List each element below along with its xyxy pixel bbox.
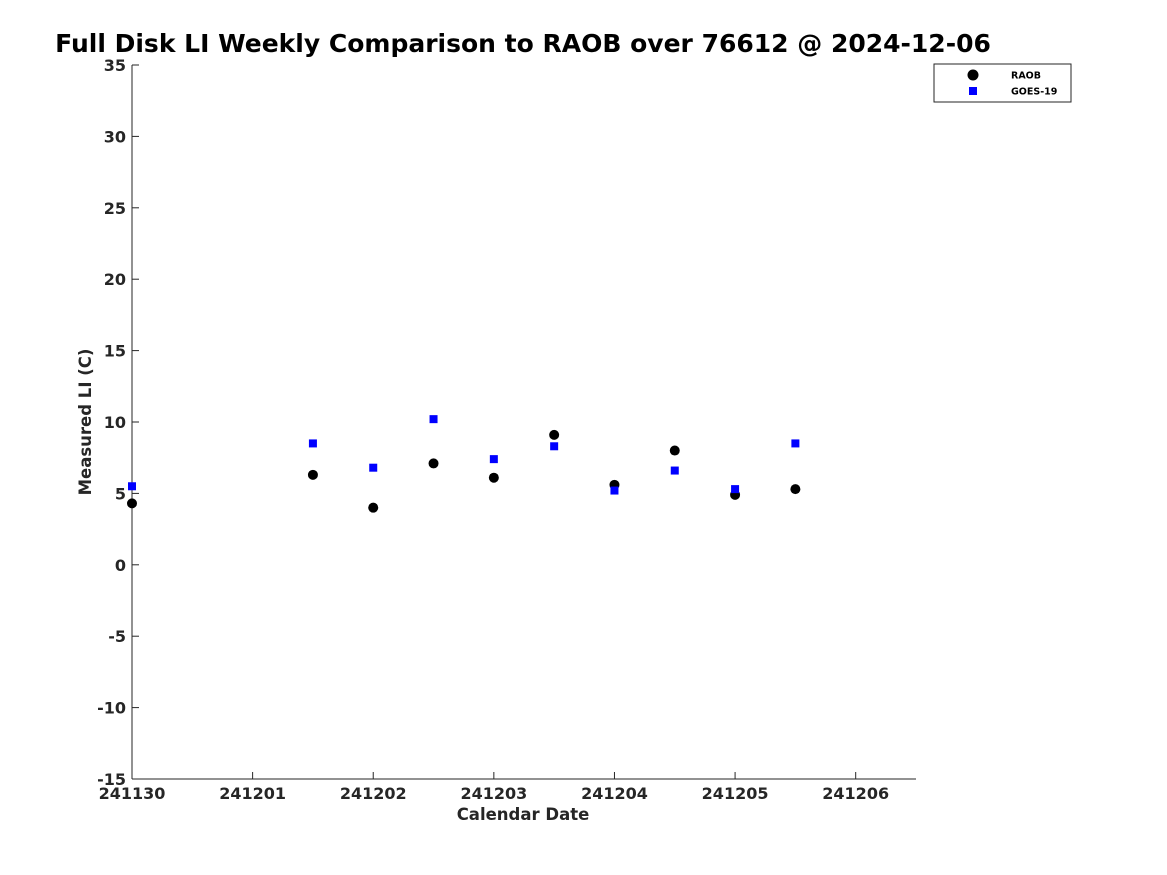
y-tick-label: 25 — [104, 199, 126, 218]
x-axis-label: Calendar Date — [457, 805, 590, 824]
data-series — [127, 415, 801, 513]
y-tick-label: -5 — [108, 627, 126, 646]
goes-point — [308, 439, 317, 448]
goes-point — [489, 455, 498, 464]
raob-point — [368, 502, 379, 513]
raob-point — [669, 445, 680, 456]
y-tick-label: 15 — [104, 342, 126, 361]
goes-point — [369, 463, 378, 472]
series-goes-19 — [128, 415, 800, 495]
y-tick-label: 20 — [104, 270, 126, 289]
x-tick-label: 241201 — [219, 784, 286, 803]
x-tick-label: 241203 — [460, 784, 527, 803]
goes-point — [791, 439, 800, 448]
raob-point — [127, 498, 137, 509]
legend-box — [933, 63, 1072, 103]
raob-point — [428, 458, 439, 469]
legend: RAOB GOES-19 — [933, 63, 1072, 103]
legend-raob-label: RAOB — [1011, 71, 1041, 82]
x-tick-label: 241206 — [822, 784, 889, 803]
y-tick-label: 0 — [115, 556, 126, 575]
legend-raob-marker — [967, 69, 979, 81]
chart-title: Full Disk LI Weekly Comparison to RAOB o… — [55, 29, 991, 58]
x-tick-label: 241130 — [99, 784, 166, 803]
goes-point — [429, 415, 438, 424]
goes-point — [731, 485, 740, 494]
raob-point — [790, 484, 801, 495]
raob-point — [488, 472, 499, 483]
y-tick-label: -10 — [97, 699, 126, 718]
y-tick-label: -15 — [97, 770, 126, 789]
y-tick-label: 35 — [104, 56, 126, 75]
goes-point — [550, 442, 559, 451]
y-tick-label: 5 — [115, 484, 126, 503]
goes-point — [610, 486, 619, 495]
goes-point — [670, 466, 679, 475]
x-ticks: 241130 241201 241202 241203 241204 241205 2412… — [99, 772, 889, 803]
raob-point — [307, 469, 318, 480]
legend-goes-marker — [969, 87, 977, 95]
y-axis-label: Measured LI (C) — [76, 349, 95, 496]
y-ticks: -15 -10 -5 0 5 10 15 20 25 30 35 — [97, 56, 139, 789]
x-tick-label: 241205 — [702, 784, 769, 803]
goes-point — [128, 482, 136, 491]
y-tick-label: 10 — [104, 413, 126, 432]
raob-point — [549, 429, 560, 440]
y-tick-label: 30 — [104, 127, 126, 146]
x-tick-label: 241204 — [581, 784, 648, 803]
legend-goes-label: GOES-19 — [1011, 87, 1057, 98]
x-tick-label: 241202 — [340, 784, 407, 803]
